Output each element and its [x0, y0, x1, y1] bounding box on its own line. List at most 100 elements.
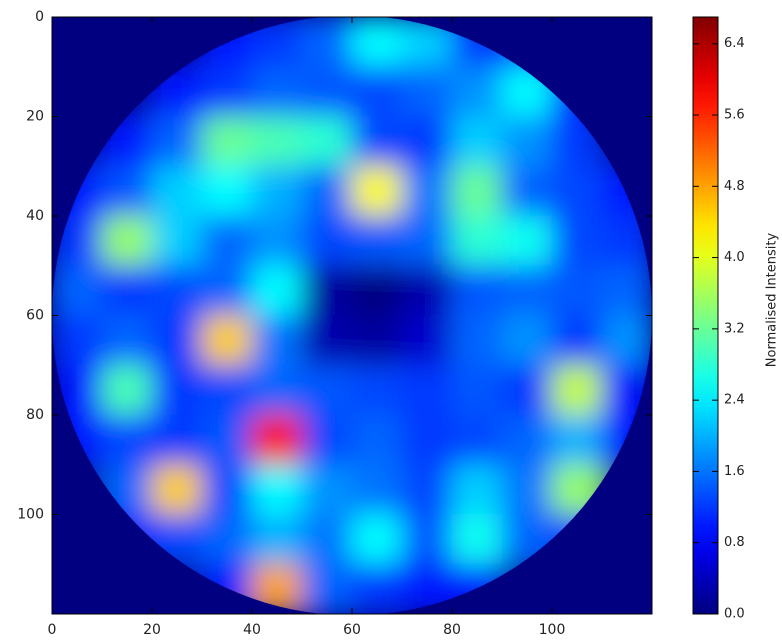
heat-cell [251, 215, 303, 267]
heat-cell [451, 514, 503, 565]
heat-cell [351, 514, 403, 565]
heat-cell [251, 116, 303, 167]
heat-cell [401, 514, 453, 565]
y-tick-label: 20 [26, 109, 44, 125]
heat-cell [251, 364, 303, 416]
heat-cell [201, 414, 253, 466]
heat-cell [151, 116, 203, 167]
heat-cell [501, 414, 553, 466]
heat-cell [401, 165, 453, 217]
heat-cell [401, 215, 453, 267]
heat-cell [101, 165, 153, 217]
heat-cell [551, 315, 603, 366]
heat-cell [351, 116, 403, 167]
x-tick-label: 20 [143, 622, 161, 638]
heat-cell [151, 165, 203, 217]
heat-cell [351, 464, 403, 515]
heat-cell [101, 364, 153, 416]
heat-cell [351, 215, 403, 267]
heat-cell [251, 414, 303, 466]
heat-cell [251, 66, 303, 117]
heat-cell [201, 165, 253, 217]
heat-cell [101, 315, 153, 366]
heat-cell [351, 414, 403, 466]
heat-cell [301, 165, 353, 217]
heat-cell [151, 364, 203, 416]
heat-cell [351, 364, 403, 416]
x-tick-label: 60 [343, 622, 361, 638]
heat-cell [301, 116, 353, 167]
heat-cell [101, 215, 153, 267]
heat-cell [451, 364, 503, 416]
colorbar-tick-label: 3.2 [724, 321, 745, 336]
heat-cell [401, 116, 453, 167]
heat-cell [301, 315, 353, 366]
heat-cell [201, 315, 253, 366]
x-tick-label: 80 [443, 622, 461, 638]
heat-cell [52, 265, 103, 316]
heat-cell [551, 215, 603, 267]
x-tick-label: 0 [48, 622, 57, 638]
y-tick-label: 60 [26, 308, 44, 324]
colorbar-tick-label: 4.0 [724, 250, 745, 265]
heat-cell [201, 116, 253, 167]
heat-cell [251, 165, 303, 217]
heat-cell [401, 364, 453, 416]
heat-cell [501, 116, 553, 167]
heat-cell [501, 464, 553, 515]
colorbar-tick-label: 1.6 [724, 464, 745, 479]
colorbar-tick-label: 5.6 [724, 108, 745, 123]
heat-cell [351, 17, 403, 68]
heat-cell [551, 265, 603, 316]
heat-cell [52, 315, 103, 366]
heat-cell [301, 414, 353, 466]
heat-cell [151, 215, 203, 267]
heat-cell [551, 414, 603, 466]
heat-cell [201, 464, 253, 515]
colorbar-tick-label: 0.0 [724, 607, 745, 622]
heat-cell [601, 265, 652, 316]
colorbar-label: Normalised Intensity [765, 233, 780, 368]
y-tick-label: 40 [26, 208, 44, 224]
heat-cell [301, 514, 353, 565]
heat-cell [351, 315, 403, 366]
heat-cell [601, 315, 652, 366]
heat-cell [501, 364, 553, 416]
colorbar-tick-label: 4.8 [724, 179, 745, 194]
heat-cell [151, 315, 203, 366]
colorbar-tick-label: 2.4 [724, 393, 745, 408]
heat-cell [401, 464, 453, 515]
heat-cell [151, 414, 203, 466]
heat-cell [351, 563, 403, 614]
heat-cell [251, 315, 303, 366]
heat-cell [201, 265, 253, 316]
heat-cell [251, 464, 303, 515]
heat-cell [151, 265, 203, 316]
heat-cell [451, 165, 503, 217]
colorbar-tick-label: 6.4 [724, 36, 745, 51]
heat-cell [251, 514, 303, 565]
heat-cell [451, 414, 503, 466]
heat-cell [301, 66, 353, 117]
heat-cell [201, 66, 253, 117]
heat-cell [251, 265, 303, 316]
heat-cell [401, 66, 453, 117]
heat-cell [401, 414, 453, 466]
y-tick-label: 100 [17, 507, 44, 523]
heat-cell [201, 215, 253, 267]
heat-cell [401, 265, 453, 316]
heat-cell [201, 364, 253, 416]
heat-cell [451, 116, 503, 167]
colorbar [693, 17, 718, 614]
heat-cell [301, 265, 353, 316]
heat-cell [451, 315, 503, 366]
heat-cell [151, 464, 203, 515]
y-tick-label: 80 [26, 407, 44, 423]
plot-area [52, 17, 652, 614]
heat-cell [501, 165, 553, 217]
heat-cell [301, 364, 353, 416]
heat-cell [451, 215, 503, 267]
heat-cell [101, 265, 153, 316]
heat-cell [551, 165, 603, 217]
